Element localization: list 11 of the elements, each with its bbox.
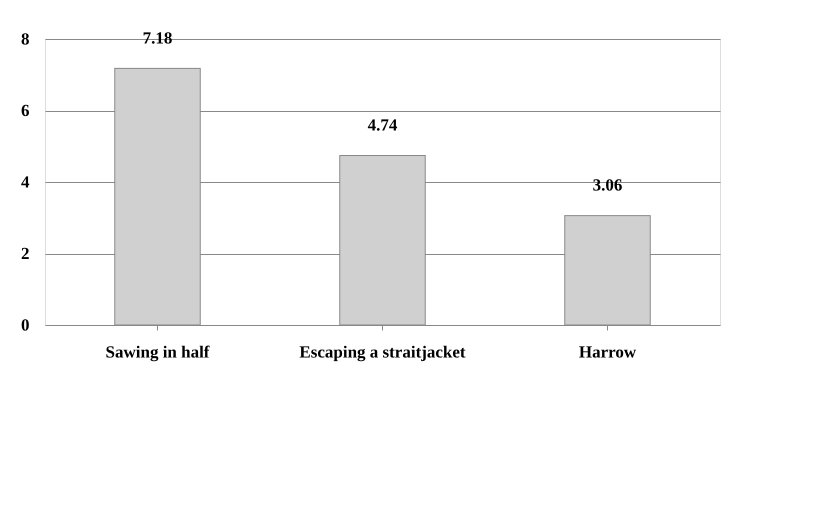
- x-tick-label: Harrow: [578, 342, 637, 362]
- x-tick-label: Escaping a straitjacket: [299, 342, 466, 362]
- y-tick-label: 2: [21, 244, 30, 263]
- data-label: 7.18: [142, 28, 172, 48]
- data-label: 3.06: [592, 176, 622, 195]
- x-tick-label: Sawing in half: [106, 342, 210, 362]
- y-tick-label: 6: [21, 101, 30, 120]
- y-tick-label: 8: [21, 30, 30, 48]
- y-tick-label: 0: [21, 316, 30, 334]
- y-tick-label: 4: [21, 172, 30, 192]
- data-label: 4.74: [368, 116, 398, 135]
